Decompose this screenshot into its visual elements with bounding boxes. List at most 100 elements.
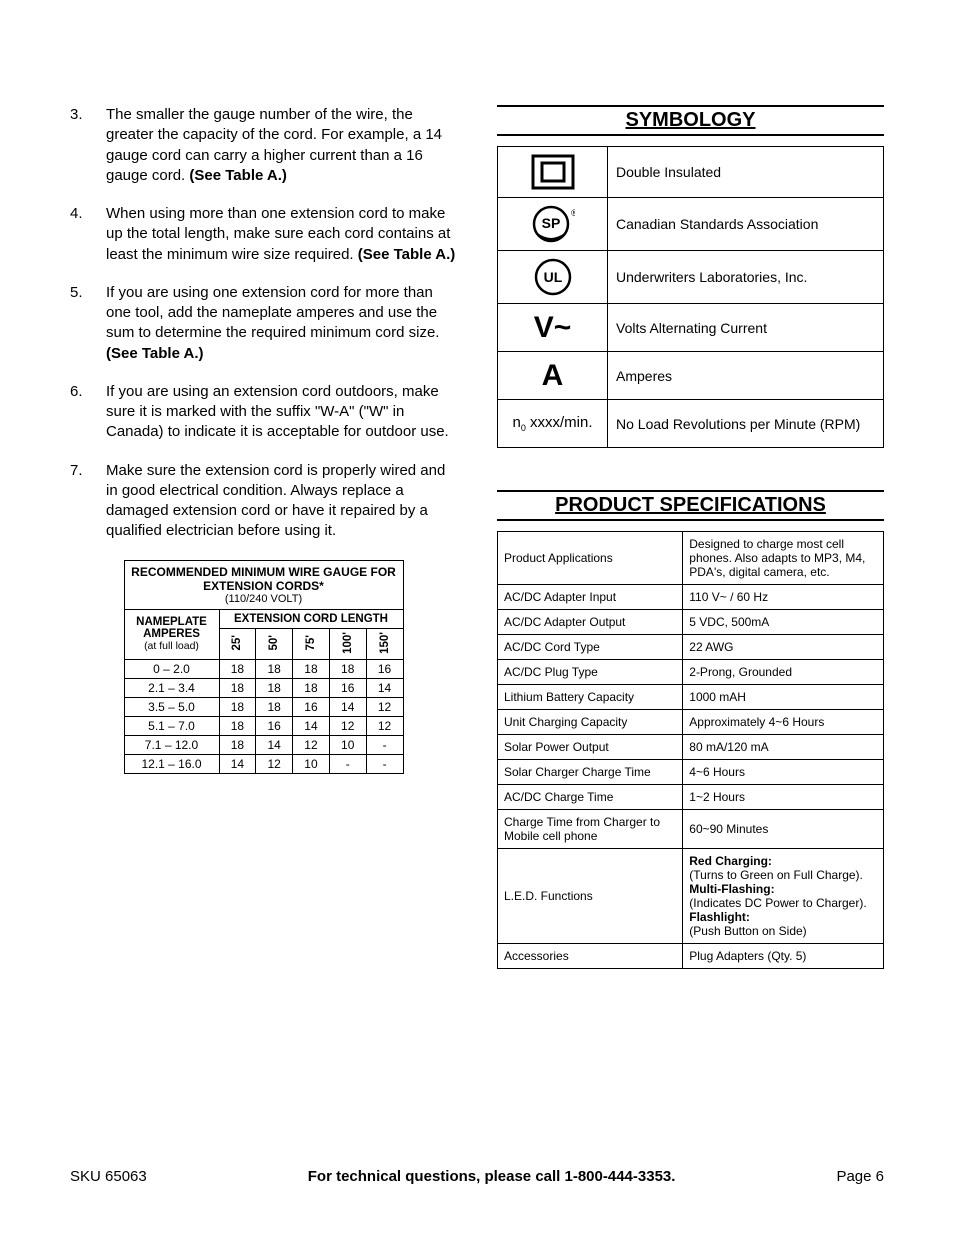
amperes-icon: A [498, 352, 608, 400]
gauge-cell: 16 [329, 679, 366, 698]
list-number: 3. [70, 105, 106, 186]
table-row: 12.1 – 16.0141210-- [124, 755, 403, 774]
spec-row: AC/DC Charge Time1~2 Hours [498, 785, 884, 810]
gauge-cell: 14 [293, 717, 330, 736]
gauge-cell: - [366, 755, 403, 774]
row-header-sub: (at full load) [129, 640, 215, 652]
spec-key: AC/DC Cord Type [498, 635, 683, 660]
gauge-cell: 10 [329, 736, 366, 755]
gauge-cell: 18 [293, 660, 330, 679]
spec-row: Product ApplicationsDesigned to charge m… [498, 532, 884, 585]
table-row: 3.5 – 5.01818161412 [124, 698, 403, 717]
spec-value: Red Charging:(Turns to Green on Full Cha… [683, 849, 884, 944]
spec-value: Plug Adapters (Qty. 5) [683, 944, 884, 969]
spec-row: AC/DC Adapter Input110 V~ / 60 Hz [498, 585, 884, 610]
symbology-row: AAmperes [498, 352, 884, 400]
gauge-cell: 16 [366, 660, 403, 679]
symbology-row: Double Insulated [498, 147, 884, 198]
row-header-mid: AMPERES [129, 628, 215, 640]
spec-key: Solar Power Output [498, 735, 683, 760]
gauge-cell: 10 [293, 755, 330, 774]
spec-key: Product Applications [498, 532, 683, 585]
length-header: 75' [305, 635, 317, 651]
safety-item: 7.Make sure the extension cord is proper… [70, 461, 457, 542]
spec-row: Unit Charging CapacityApproximately 4~6 … [498, 710, 884, 735]
safety-item: 6.If you are using an extension cord out… [70, 382, 457, 443]
spec-row: AC/DC Plug Type2-Prong, Grounded [498, 660, 884, 685]
gauge-cell: 12 [329, 717, 366, 736]
table-row: 7.1 – 12.018141210- [124, 736, 403, 755]
spec-row: Charge Time from Charger to Mobile cell … [498, 810, 884, 849]
symbology-table: Double InsulatedSP®Canadian Standards As… [497, 146, 884, 448]
spec-key: Charge Time from Charger to Mobile cell … [498, 810, 683, 849]
table-row: 5.1 – 7.01816141212 [124, 717, 403, 736]
spec-value: Approximately 4~6 Hours [683, 710, 884, 735]
symbol-label: Volts Alternating Current [608, 304, 884, 352]
spec-row: AC/DC Adapter Output5 VDC, 500mA [498, 610, 884, 635]
amp-range: 12.1 – 16.0 [124, 755, 219, 774]
list-number: 7. [70, 461, 106, 542]
gauge-cell: 18 [219, 660, 256, 679]
specs-heading: PRODUCT SPECIFICATIONS [497, 490, 884, 521]
list-text: When using more than one extension cord … [106, 204, 457, 265]
gauge-cell: 18 [293, 679, 330, 698]
spec-key: Unit Charging Capacity [498, 710, 683, 735]
list-text: If you are using an extension cord outdo… [106, 382, 457, 443]
safety-list: 3.The smaller the gauge number of the wi… [70, 105, 457, 542]
svg-text:SP: SP [541, 215, 560, 231]
ul-icon: UL [498, 251, 608, 304]
symbology-row: V~Volts Alternating Current [498, 304, 884, 352]
length-header: 100' [342, 632, 354, 654]
spec-key: AC/DC Adapter Output [498, 610, 683, 635]
page-footer: SKU 65063 For technical questions, pleas… [70, 1168, 884, 1185]
symbology-heading: SYMBOLOGY [497, 105, 884, 136]
spec-value: 1000 mAH [683, 685, 884, 710]
spec-key: AC/DC Adapter Input [498, 585, 683, 610]
safety-item: 3.The smaller the gauge number of the wi… [70, 105, 457, 186]
svg-text:UL: UL [543, 269, 562, 285]
gauge-cell: 18 [256, 679, 293, 698]
spec-value: 60~90 Minutes [683, 810, 884, 849]
gauge-cell: 18 [219, 736, 256, 755]
symbol-label: Canadian Standards Association [608, 198, 884, 251]
spec-row: AccessoriesPlug Adapters (Qty. 5) [498, 944, 884, 969]
list-number: 4. [70, 204, 106, 265]
gauge-cell: 16 [293, 698, 330, 717]
spec-value: 80 mA/120 mA [683, 735, 884, 760]
spec-value: 4~6 Hours [683, 760, 884, 785]
amp-range: 3.5 – 5.0 [124, 698, 219, 717]
footer-call: For technical questions, please call 1-8… [308, 1168, 676, 1185]
gauge-cell: 18 [256, 660, 293, 679]
list-text: The smaller the gauge number of the wire… [106, 105, 457, 186]
table-row: 2.1 – 3.41818181614 [124, 679, 403, 698]
safety-item: 5.If you are using one extension cord fo… [70, 283, 457, 364]
spec-key: Lithium Battery Capacity [498, 685, 683, 710]
gauge-cell: 14 [366, 679, 403, 698]
left-column: 3.The smaller the gauge number of the wi… [70, 105, 457, 969]
right-column: SYMBOLOGY Double InsulatedSP®Canadian St… [497, 105, 884, 969]
gauge-cell: - [366, 736, 403, 755]
symbol-label: Amperes [608, 352, 884, 400]
spec-key: L.E.D. Functions [498, 849, 683, 944]
symbol-label: No Load Revolutions per Minute (RPM) [608, 400, 884, 448]
gauge-cell: 12 [366, 698, 403, 717]
gauge-cell: 18 [219, 698, 256, 717]
wire-title: RECOMMENDED MINIMUM WIRE GAUGE FOR EXTEN… [131, 565, 396, 593]
spec-value: 1~2 Hours [683, 785, 884, 810]
csa-icon: SP® [498, 198, 608, 251]
footer-sku: SKU 65063 [70, 1168, 147, 1185]
list-number: 6. [70, 382, 106, 443]
spec-key: AC/DC Plug Type [498, 660, 683, 685]
gauge-cell: 16 [256, 717, 293, 736]
spec-row: L.E.D. FunctionsRed Charging:(Turns to G… [498, 849, 884, 944]
symbology-row: ULUnderwriters Laboratories, Inc. [498, 251, 884, 304]
wire-gauge-table: RECOMMENDED MINIMUM WIRE GAUGE FOR EXTEN… [124, 560, 404, 775]
length-header: 50' [268, 635, 280, 651]
noload-icon: n0 xxxx/min. [498, 400, 608, 448]
spec-row: Solar Charger Charge Time4~6 Hours [498, 760, 884, 785]
spec-row: Lithium Battery Capacity1000 mAH [498, 685, 884, 710]
gauge-cell: 14 [256, 736, 293, 755]
amp-range: 7.1 – 12.0 [124, 736, 219, 755]
gauge-cell: 12 [293, 736, 330, 755]
gauge-cell: 18 [219, 679, 256, 698]
